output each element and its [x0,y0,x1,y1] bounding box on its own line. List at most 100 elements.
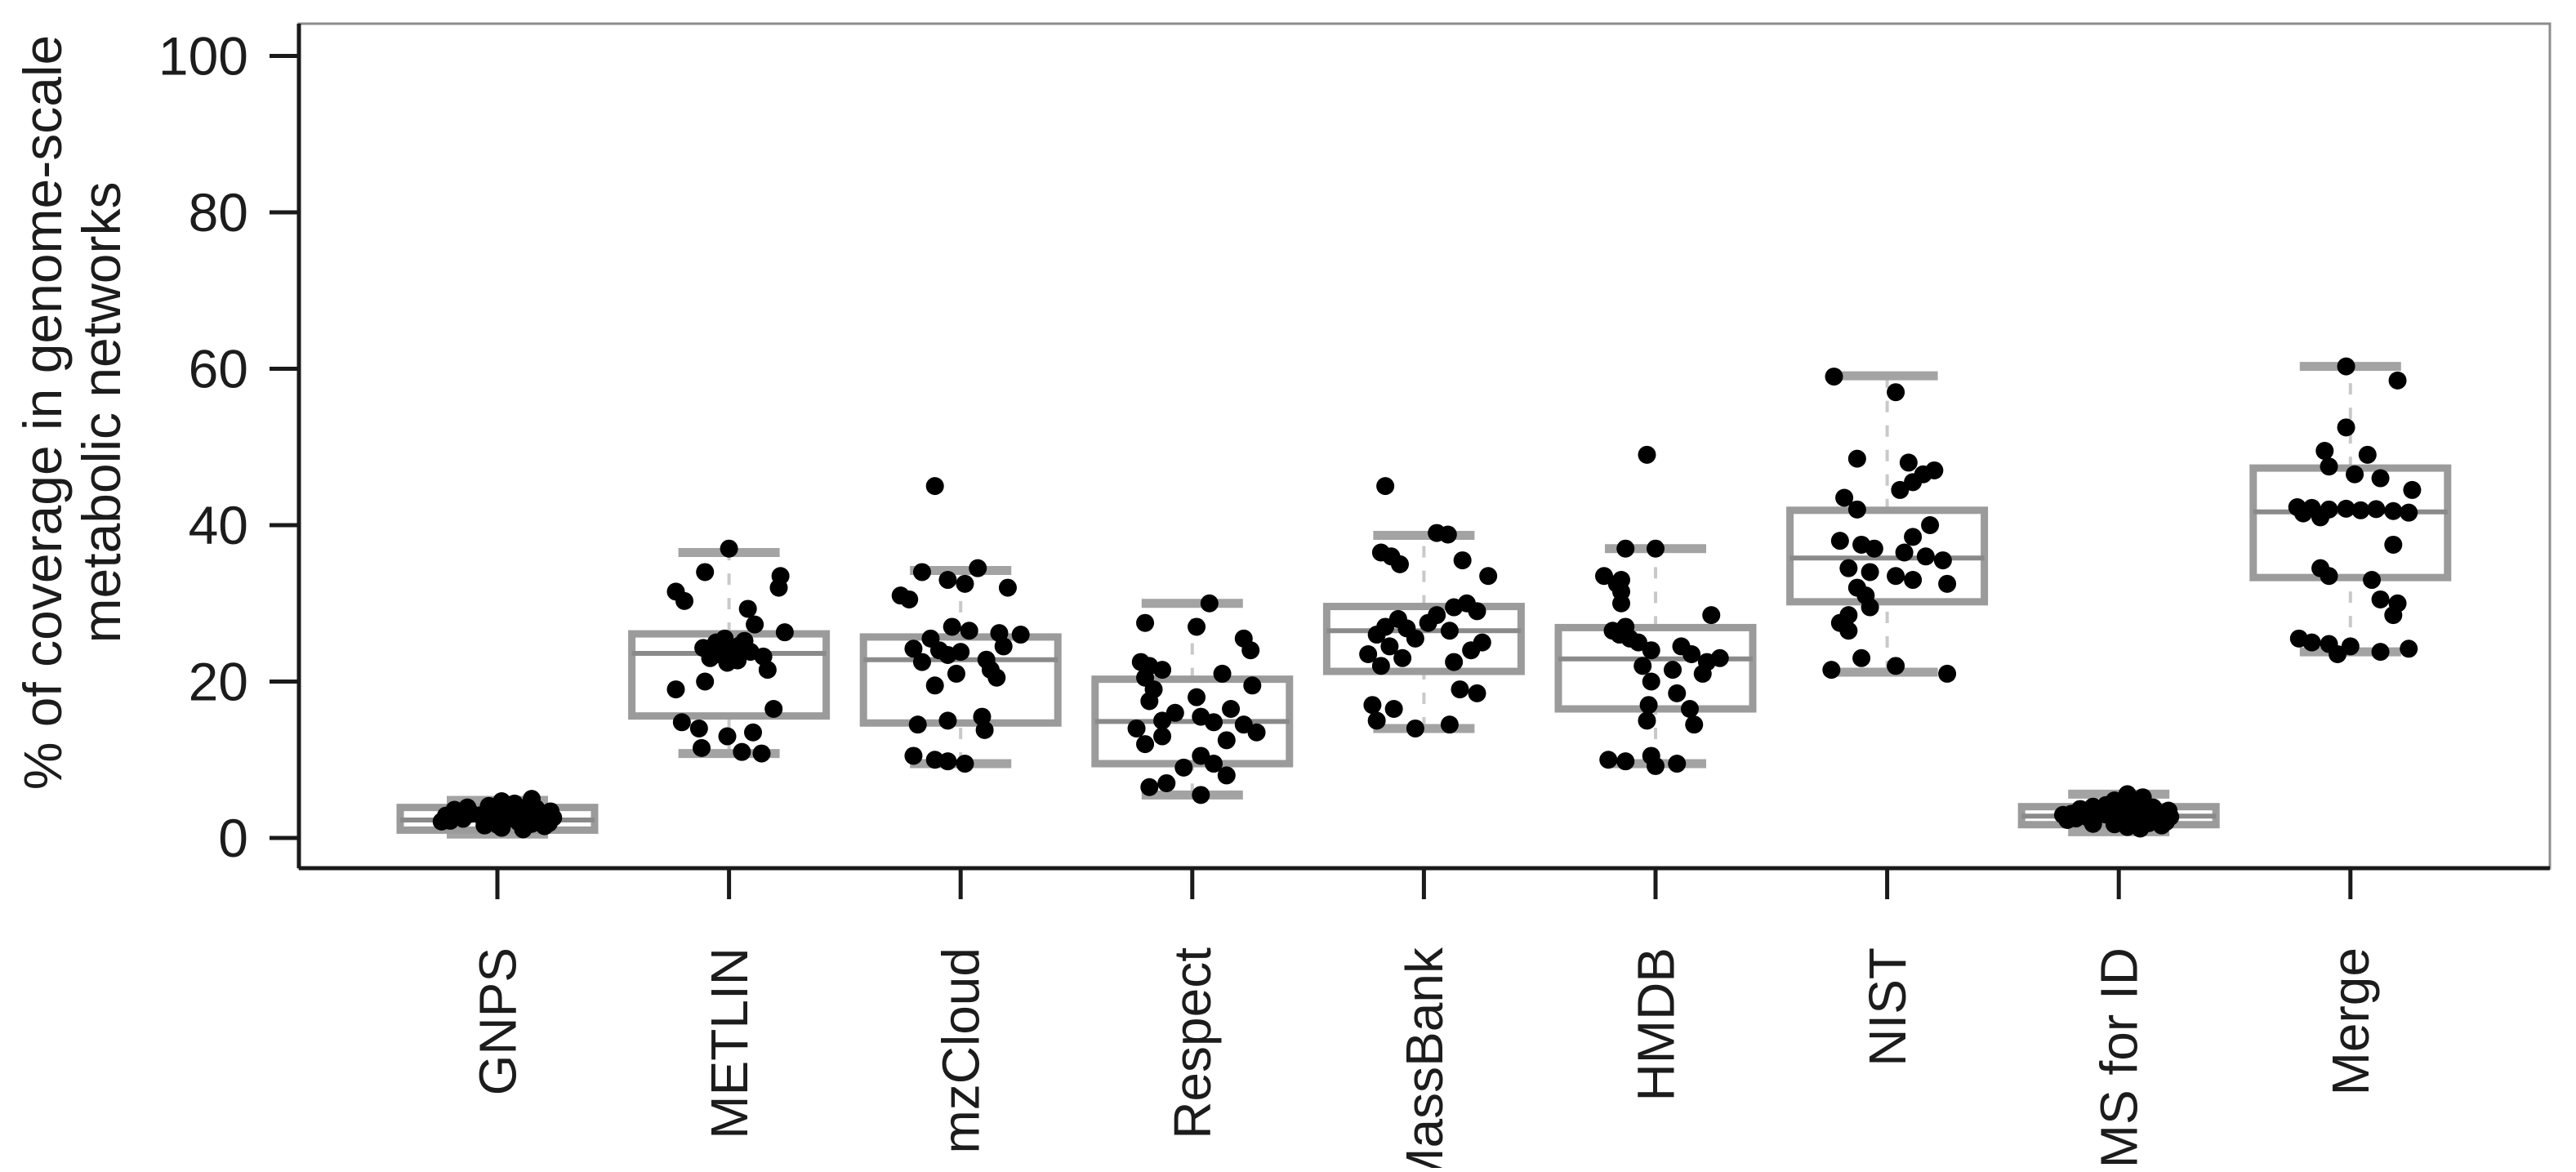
data-point-mzcloud [987,668,1006,687]
data-point-respect [1192,746,1210,765]
data-point-hmdb [1642,672,1660,691]
data-point-merge [2371,643,2390,662]
data-point-hmdb [1681,700,1699,719]
data-point-merge [2315,442,2334,461]
category-label-hmdb: HMDB [1626,947,1685,1101]
y-axis-title-line: metabolic networks [71,182,131,644]
data-point-hmdb [1638,445,1656,464]
data-point-merge [2337,357,2355,376]
data-point-mzcloud [912,653,931,671]
data-point-hmdb [1638,711,1656,730]
data-point-hmdb [1616,539,1635,558]
data-point-massbank [1380,637,1399,656]
data-point-respect [1165,703,1184,722]
category-label-metlin: METLIN [700,947,759,1139]
data-point-respect [1234,715,1253,734]
data-point-gnps [437,806,455,825]
data-point-mzcloud [912,563,931,582]
data-point-gnps [488,815,506,834]
data-point-respect [1140,692,1159,711]
data-point-nist [1861,598,1879,617]
data-point-metlin [696,563,715,582]
data-point-ms-for-id [2142,804,2161,822]
data-point-ms-for-id [2053,805,2072,824]
data-point-nist [1887,383,1905,402]
data-point-respect [1205,713,1223,732]
data-point-hmdb [1599,751,1618,769]
data-point-massbank [1445,598,1464,617]
data-point-mzcloud [938,711,957,730]
data-point-hmdb [1685,715,1704,734]
data-point-hmdb [1616,752,1635,771]
data-point-nist [1904,571,1923,590]
data-point-merge [2302,633,2321,652]
data-point-merge [2367,500,2386,519]
data-point-hmdb [1647,756,1665,775]
data-point-nist [1921,516,1940,534]
data-point-metlin [718,653,737,672]
y-tick-label: 0 [218,808,248,868]
data-point-massbank [1384,700,1403,719]
data-point-ms-for-id [2105,791,2124,810]
data-point-merge [2320,457,2338,476]
data-point-hmdb [1647,539,1665,558]
data-point-hmdb [1612,594,1630,613]
data-point-merge [2294,504,2313,523]
data-point-metlin [718,727,737,746]
category-label-merge: Merge [2321,947,2380,1095]
y-tick-label: 80 [189,182,248,243]
data-point-mzcloud [938,645,957,664]
data-point-merge [2329,644,2347,663]
data-point-nist [1916,547,1935,566]
data-point-gnps [514,812,533,831]
data-point-massbank [1440,715,1459,734]
data-point-respect [1157,773,1176,792]
data-point-metlin [701,648,720,667]
data-point-merge [2358,445,2377,464]
data-point-massbank [1371,657,1390,675]
data-point-nist [1891,480,1910,499]
data-point-merge [2337,499,2355,518]
data-point-massbank [1462,641,1481,660]
data-point-nist [1825,368,1843,386]
data-point-nist [1887,657,1905,675]
data-point-massbank [1391,555,1409,573]
data-point-nist [1933,551,1952,570]
data-point-nist [1830,532,1849,550]
data-point-mzcloud [943,617,961,636]
data-point-respect [1188,688,1206,706]
data-point-respect [1136,735,1155,754]
data-point-merge [2341,637,2360,656]
data-point-merge [2363,571,2382,590]
data-point-hmdb [1595,567,1613,586]
data-point-nist [1904,528,1923,546]
data-point-nist [1847,500,1866,519]
data-point-hmdb [1682,644,1701,663]
data-point-mzcloud [994,637,1013,656]
data-point-mzcloud [973,707,992,726]
data-point-respect [1127,719,1146,738]
data-point-hmdb [1629,633,1647,652]
data-point-metlin [675,591,693,610]
data-point-respect [1192,786,1210,804]
data-point-respect [1241,641,1260,660]
data-point-merge [2388,371,2407,390]
data-point-nist [1904,473,1923,492]
category-label-ms-for-id: MS for ID [2090,947,2149,1168]
data-point-ms-for-id [2133,788,2152,807]
data-point-nist [1938,664,1957,683]
data-point-merge [2351,501,2370,519]
data-point-massbank [1363,696,1382,715]
data-point-metlin [672,713,691,732]
data-point-metlin [735,631,754,650]
category-label-gnps: GNPS [468,947,527,1095]
data-point-massbank [1453,551,1472,570]
data-point-merge [2400,639,2418,658]
data-point-metlin [758,661,777,680]
data-point-nist [1835,488,1854,507]
data-point-massbank [1445,653,1464,671]
data-point-mzcloud [947,664,965,683]
data-point-mzcloud [956,574,974,593]
data-point-hmdb [1668,684,1687,702]
